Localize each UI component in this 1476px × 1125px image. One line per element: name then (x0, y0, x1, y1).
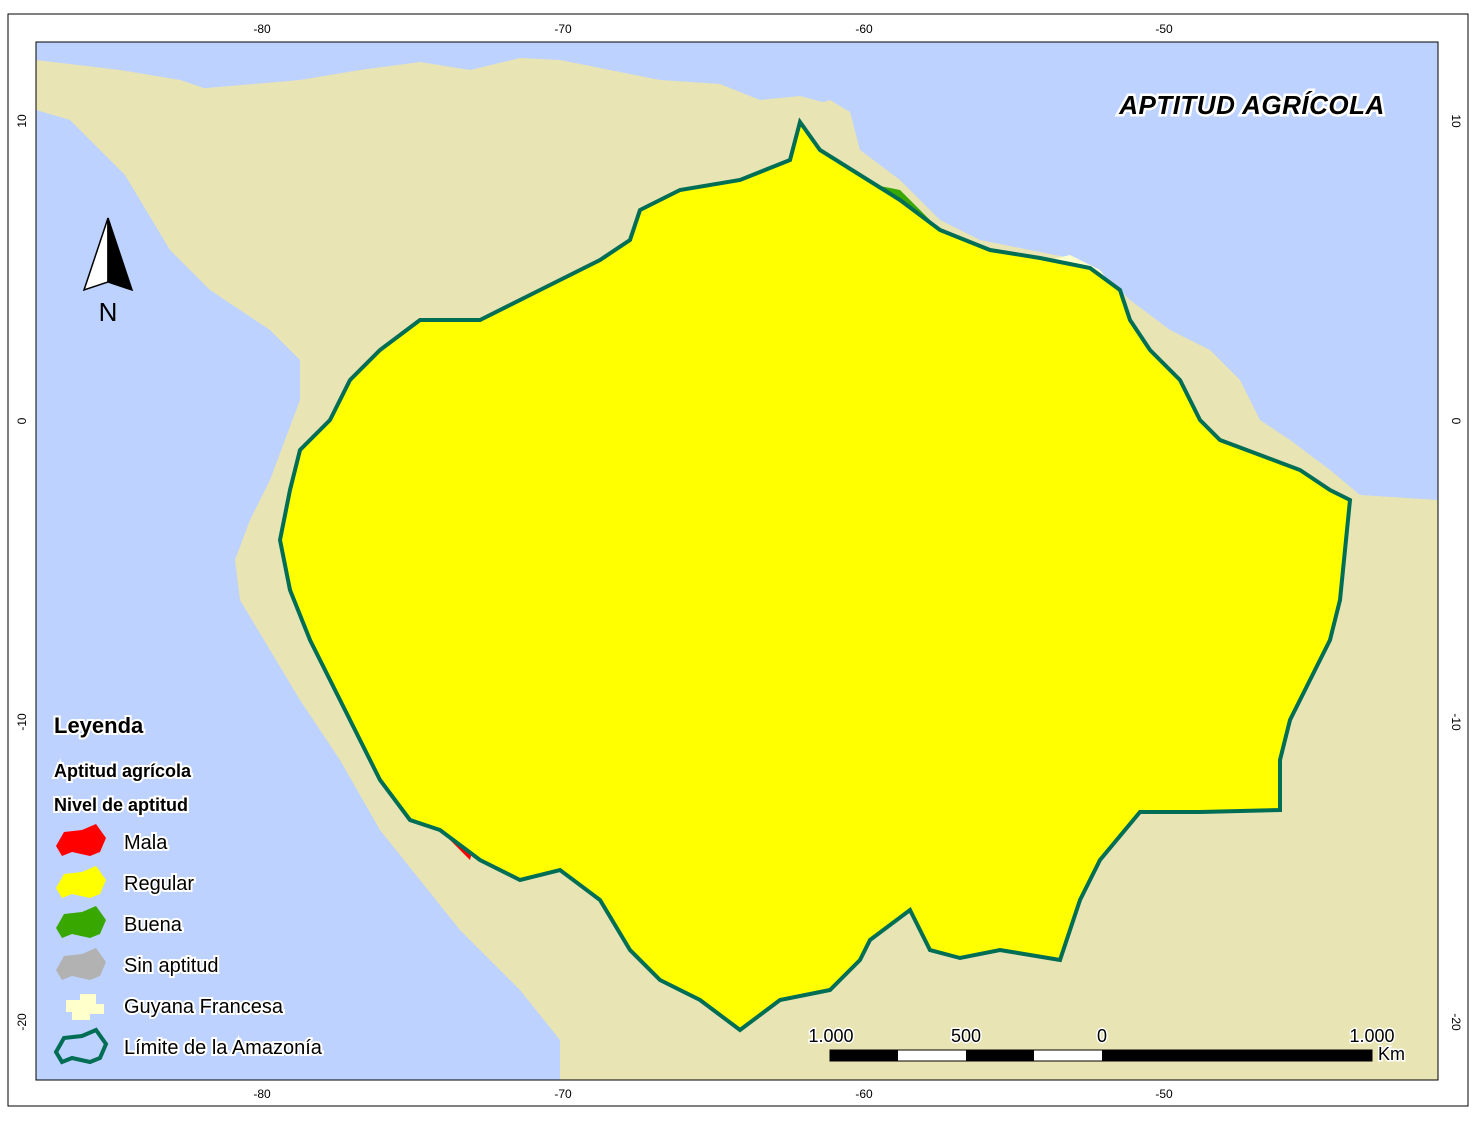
lat-label-left: 0 (15, 417, 29, 424)
legend-label-buena: Buena (124, 914, 183, 936)
scale-bar-segment (830, 1050, 898, 1061)
lon-label-top: -80 (253, 22, 271, 36)
legend-label-limite-amazonia: Límite de la Amazonía (124, 1037, 323, 1059)
scale-label-right: 1.000 (1349, 1026, 1394, 1046)
lon-label-bottom: -60 (855, 1087, 873, 1101)
lon-label-bottom: -80 (253, 1087, 271, 1101)
legend-swatch-regular (56, 866, 106, 898)
scale-bar-segment (966, 1050, 1034, 1061)
north-label: N (99, 297, 118, 327)
lon-label-bottom: -70 (554, 1087, 572, 1101)
map-title: APTITUD AGRÍCOLA (1118, 90, 1385, 120)
land-central-america (36, 60, 240, 210)
lat-label-right: 0 (1449, 418, 1463, 425)
legend-swatch-limite-amazonia (53, 1027, 109, 1065)
legend-label-mala: Mala (124, 832, 168, 854)
map-area: APTITUD AGRÍCOLA N Leyenda Aptitud agríc… (35, 41, 1439, 1081)
legend-swatch-sin-aptitud (56, 948, 106, 980)
scale-bar-segment (1102, 1050, 1372, 1061)
lat-label-left: -20 (15, 1013, 29, 1031)
map-frame (35, 41, 1439, 1081)
legend-swatch-buena (56, 906, 106, 938)
lat-label-right: -10 (1449, 713, 1463, 731)
lat-label-left: -10 (15, 713, 29, 731)
legend-label-regular: Regular (124, 873, 194, 895)
legend-swatch-mala (56, 824, 106, 856)
scale-unit: Km (1378, 1044, 1405, 1064)
lat-label-left: 10 (15, 114, 29, 128)
north-arrow: N (82, 217, 134, 327)
lon-label-bottom: -50 (1155, 1087, 1173, 1101)
legend: Leyenda Aptitud agrícola Nivel de aptitu… (52, 711, 325, 1065)
lat-label-right: 10 (1449, 114, 1463, 128)
lon-label-top: -60 (855, 22, 873, 36)
lat-label-right: -20 (1449, 1013, 1463, 1031)
scale-label-left: 1.000 (808, 1026, 853, 1046)
lon-label-top: -50 (1155, 22, 1173, 36)
legend-label-sin-aptitud: Sin aptitud (124, 955, 219, 977)
scale-label-zero: 0 (1097, 1026, 1107, 1046)
graticule-labels: -80 -70 -60 -50 -80 -70 -60 -50 10 0 -10… (15, 22, 1463, 1101)
land-caribbean-island (760, 96, 830, 114)
legend-subtitle: Aptitud agrícola (54, 761, 192, 781)
scale-label-500: 500 (951, 1026, 981, 1046)
legend-group: Nivel de aptitud (54, 795, 188, 815)
north-arrow-shadow-icon (107, 217, 134, 292)
legend-heading: Leyenda (54, 713, 144, 738)
legend-label-guyana-francesa: Guyana Francesa (124, 996, 284, 1018)
scale-bar: 1.000 500 0 1.000 Km (807, 1025, 1407, 1066)
legend-swatch-guyana-francesa (66, 994, 104, 1020)
lon-label-top: -70 (554, 22, 572, 36)
